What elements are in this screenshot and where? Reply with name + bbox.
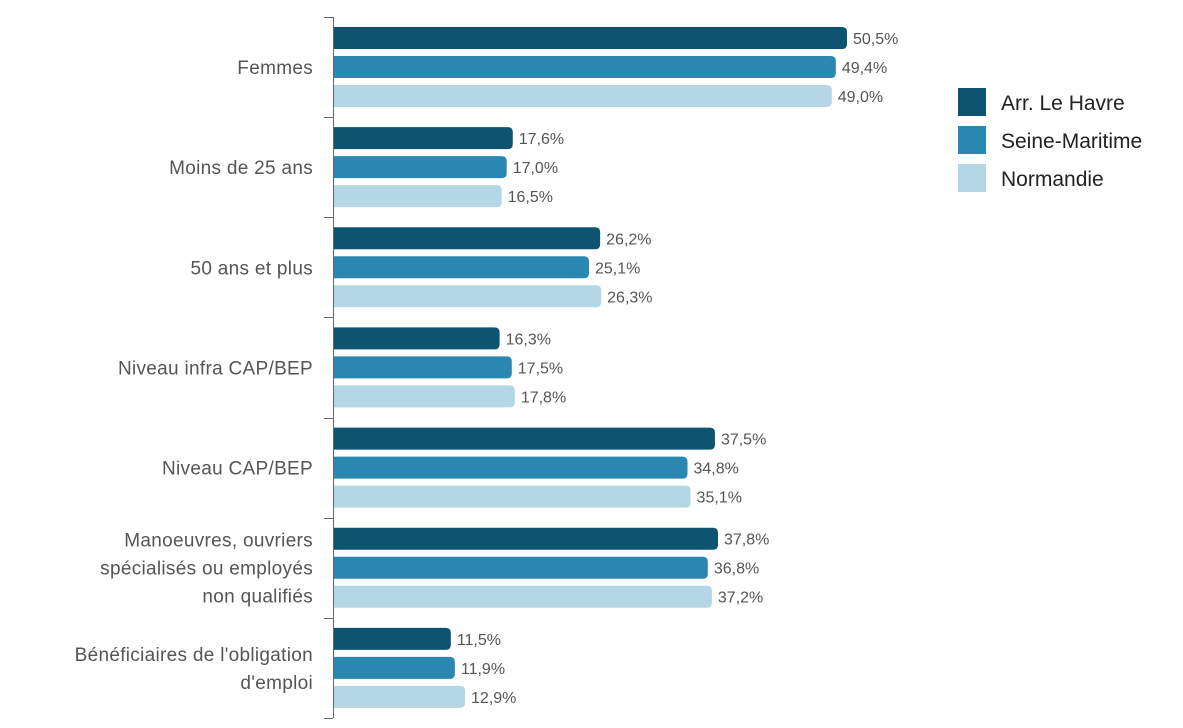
bar [334,356,512,379]
category-label-line: Moins de 25 ans [169,158,313,179]
category-label: Bénéficiaires de l'obligation d'emploi [75,645,313,694]
data-label: 17,6% [519,131,564,148]
bar [334,127,513,150]
bar [334,85,832,107]
bar [334,185,502,208]
bar [334,156,507,179]
data-label: 37,5% [721,432,766,449]
category-label: Manoeuvres, ouvriers spécialisés ou emplo… [100,531,313,608]
category-label: Niveau infra CAP/BEP [118,358,313,379]
data-label: 11,9% [461,661,505,678]
bar [334,456,688,479]
data-label: 35,1% [697,490,742,507]
bar [334,285,602,308]
bar [334,485,691,508]
axis-layer [324,17,334,719]
data-label: 16,3% [506,331,551,348]
data-label: 17,0% [513,160,558,177]
legend-label: Normandie [1001,168,1104,191]
category-label-line: non qualifiés [202,587,313,608]
bar [334,656,455,679]
category-label-line: d'emploi [240,673,313,694]
bar [334,527,718,550]
labels-layer: 50,5% 49,4% 49,0% Femmes 17,6% 17,0% 16,5% Moin… [75,31,899,707]
data-label: 25,1% [595,260,640,277]
category-label: 50 ans et plus [190,258,313,279]
legend-swatch [958,164,986,192]
bar [334,27,847,49]
category-label-line: spécialisés ou employés [100,559,313,580]
category-label: Niveau CAP/BEP [162,459,313,480]
category-label-line: 50 ans et plus [190,258,313,279]
category-label-line: Bénéficiaires de l'obligation [75,645,313,666]
legend-label: Seine-Maritime [1001,130,1142,153]
data-label: 49,0% [838,89,883,106]
category-label-line: Niveau infra CAP/BEP [118,358,313,379]
data-label: 12,9% [471,690,516,707]
legend: Arr. Le Havre Seine-Maritime Normandie [958,88,1142,192]
category-label: Moins de 25 ans [169,158,313,179]
data-label: 17,8% [521,389,566,406]
bar [334,585,712,608]
bars-layer [334,27,847,708]
bar [334,227,601,250]
data-label: 49,4% [842,60,887,77]
bar [334,256,589,279]
data-label: 11,5% [457,632,501,649]
category-label-line: Femmes [237,58,313,79]
data-label: 50,5% [853,31,898,48]
bar [334,385,515,408]
data-label: 26,2% [606,231,651,248]
data-label: 36,8% [714,561,759,578]
data-label: 37,2% [718,590,763,607]
bar [334,627,451,650]
data-label: 37,8% [724,532,769,549]
bar [334,427,715,450]
data-label: 34,8% [694,461,739,478]
data-label: 17,5% [518,360,563,377]
legend-label: Arr. Le Havre [1001,92,1125,115]
category-label-line: Manoeuvres, ouvriers [124,531,313,552]
bar [334,556,708,579]
data-label: 16,5% [508,189,553,206]
data-label: 26,3% [607,289,652,306]
category-label: Femmes [237,58,313,79]
legend-swatch [958,88,986,116]
bar [334,327,500,350]
legend-swatch [958,126,986,154]
bar [334,56,836,78]
bar [334,685,466,708]
category-label-line: Niveau CAP/BEP [162,459,313,480]
